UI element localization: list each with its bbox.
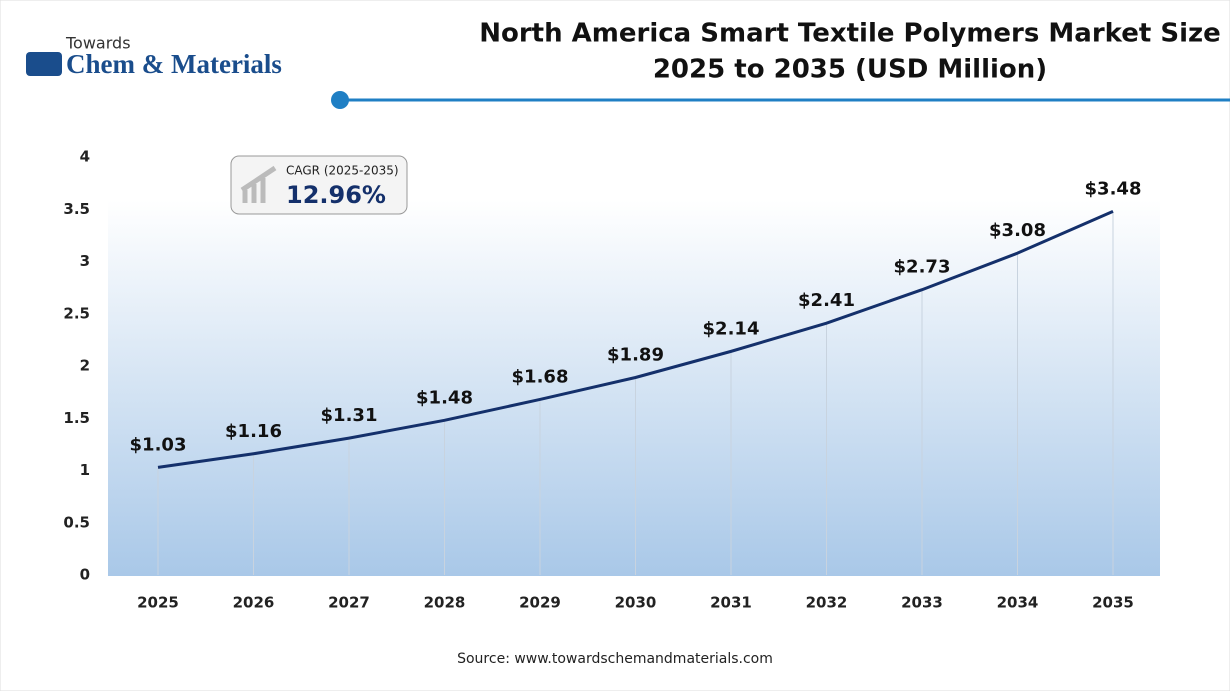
y-tick-label: 2 <box>80 357 90 375</box>
logo: Towards Chem & Materials <box>26 34 282 79</box>
logo-icon <box>26 52 62 76</box>
cagr-icon <box>240 165 277 203</box>
y-tick-label: 3.5 <box>63 200 90 218</box>
logo-name: Chem & Materials <box>66 49 282 79</box>
data-label: $2.73 <box>894 257 951 278</box>
data-label: $1.68 <box>512 366 569 387</box>
x-tick-label: 2030 <box>615 594 657 612</box>
series-line <box>157 209 1114 469</box>
data-label: $1.16 <box>225 421 282 442</box>
data-label: $1.31 <box>321 405 378 426</box>
chart-title: North America Smart Textile Polymers Mar… <box>479 19 1221 49</box>
x-tick-label: 2029 <box>519 594 561 612</box>
chart-subtitle: 2025 to 2035 (USD Million) <box>653 55 1047 85</box>
data-label: $1.03 <box>130 434 187 455</box>
y-tick-label: 0.5 <box>63 513 90 531</box>
y-tick-label: 0 <box>80 566 90 584</box>
x-tick-label: 2035 <box>1092 594 1134 612</box>
x-tick-label: 2034 <box>997 594 1039 612</box>
header-dot <box>331 91 349 109</box>
data-label: $1.48 <box>416 387 473 408</box>
data-label: $2.14 <box>703 318 760 339</box>
cagr-box: CAGR (2025-2035) 12.96% <box>230 155 408 215</box>
y-tick-label: 3 <box>80 252 90 270</box>
x-tick-label: 2025 <box>137 594 179 612</box>
y-tick-label: 4 <box>80 148 90 166</box>
x-tick-label: 2031 <box>710 594 752 612</box>
cagr-value: 12.96% <box>286 181 386 209</box>
source: Source: www.towardschemandmaterials.com <box>457 651 773 667</box>
x-tick-label: 2026 <box>233 594 275 612</box>
y-tick-label: 2.5 <box>63 304 90 322</box>
logo-top: Towards <box>65 34 131 53</box>
plot-area <box>108 200 1160 576</box>
data-label: $3.48 <box>1085 178 1142 199</box>
data-label: $3.08 <box>989 220 1046 241</box>
cagr-label: CAGR (2025-2035) <box>286 164 399 178</box>
y-tick-label: 1.5 <box>63 409 90 427</box>
data-label: $2.41 <box>798 290 855 311</box>
y-tick-label: 1 <box>80 461 90 479</box>
x-tick-label: 2033 <box>901 594 943 612</box>
x-tick-label: 2028 <box>424 594 466 612</box>
x-tick-label: 2027 <box>328 594 370 612</box>
x-tick-label: 2032 <box>806 594 848 612</box>
data-label: $1.89 <box>607 344 664 365</box>
